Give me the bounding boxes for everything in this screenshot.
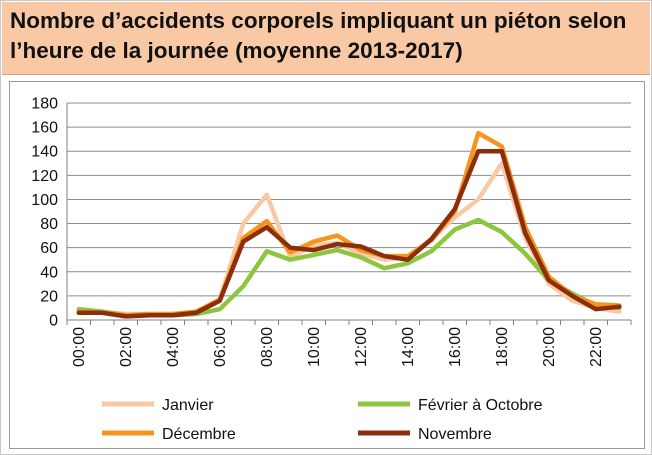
x-tick-label: 18:00 (494, 327, 511, 367)
line-chart: 0 20 40 60 80 100 120 140 160 180 00:00 02:00 04:00 0… (31, 96, 632, 443)
legend-label: Décembre (162, 426, 236, 443)
x-tick-label: 04:00 (165, 327, 182, 367)
y-tick-label: 20 (40, 288, 58, 305)
y-tick-label: 60 (40, 240, 58, 257)
y-tick-label: 160 (31, 120, 58, 137)
title-band: Nombre d’accidents corporels impliquant … (2, 2, 650, 75)
series-line-d-cembre (76, 130, 622, 318)
y-tick-label: 100 (31, 192, 58, 209)
x-tick-label: 00:00 (71, 327, 88, 367)
x-tick-label: 12:00 (353, 327, 370, 367)
y-tick-label: 80 (40, 216, 58, 233)
x-tick-label: 16:00 (447, 327, 464, 367)
x-tick-label: 08:00 (259, 327, 276, 367)
y-tick-label: 40 (40, 264, 58, 281)
series-line-janvier (76, 161, 622, 317)
x-tick-label: 22:00 (588, 327, 605, 367)
x-tick-label: 02:00 (118, 327, 135, 367)
legend-label: Novembre (418, 426, 492, 443)
series-line-f-vrier-octobre (76, 217, 622, 318)
chart-title: Nombre d’accidents corporels impliquant … (10, 8, 627, 63)
y-tick-label: 0 (49, 313, 58, 330)
legend-label: Janvier (162, 397, 214, 414)
y-tick-label: 120 (31, 168, 58, 185)
x-tick-label: 20:00 (541, 327, 558, 367)
chart-panel: 0 20 40 60 80 100 120 140 160 180 00:00 02:00 04:00 0… (9, 81, 645, 449)
y-tick-label: 140 (31, 144, 58, 161)
legend-label: Février à Octobre (418, 397, 543, 414)
x-tick-label: 06:00 (212, 327, 229, 367)
series-line-novembre (76, 148, 622, 319)
y-tick-label: 180 (31, 96, 58, 113)
x-tick-label: 14:00 (400, 327, 417, 367)
x-tick-label: 10:00 (306, 327, 323, 367)
